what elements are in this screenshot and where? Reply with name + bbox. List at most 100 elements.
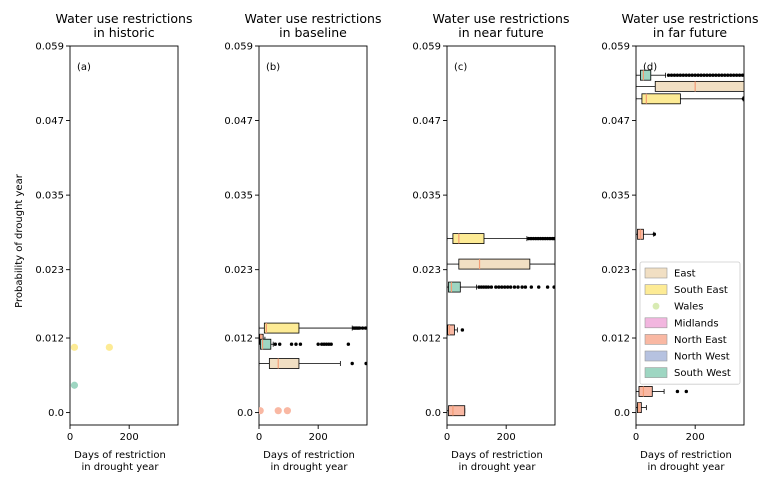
legend-swatch [644,350,668,362]
y-tick-label: 0.035 [412,191,441,202]
plot-frame [258,45,368,426]
box-flier [705,73,709,77]
box-flier [494,285,498,289]
y-tick-label: 0.012 [601,334,630,345]
box-flier [548,236,552,241]
y-tick-label: 0.059 [35,42,64,53]
box-flier [520,285,524,289]
box-flier [502,285,507,289]
x-tick-label: 200 [686,432,705,443]
box-flier [684,73,689,77]
box-flier [531,236,536,241]
box-flier [690,73,694,77]
box-flier [294,342,298,346]
legend-label: North East [674,335,727,346]
legend-swatch [644,267,668,279]
x-axis-label: Days of restriction [451,450,543,461]
box-flier [289,342,294,346]
box-flier [699,73,703,77]
box-flier [364,361,367,366]
box-flier [489,285,494,289]
box-flier [526,236,531,241]
legend-item-north-west: North West [644,350,730,363]
y-tick-label: 0.047 [35,116,64,127]
box-flier [714,73,718,77]
y-tick-label: 0.012 [412,334,441,345]
y-tick-label: 0.047 [601,116,630,127]
box-south-west [259,338,351,350]
box-body [263,322,300,334]
y-tick-label: 0.0 [425,408,441,419]
box-flier [357,326,362,330]
box-flier [720,73,724,77]
x-axis-label: in drought year [270,462,348,473]
box-flier [324,342,329,346]
box-body [448,405,466,417]
legend-label: South West [674,368,731,379]
box-flier [545,285,550,289]
box-flier [534,236,538,241]
box-flier [481,285,486,289]
y-tick-label: 0.023 [412,265,441,276]
box-body [640,69,652,81]
box-south-west [636,69,744,81]
point-south-west [70,381,79,389]
box-flier [675,73,680,77]
plot-frame [446,45,556,426]
x-tick-label: 200 [120,432,139,443]
box-flier [512,285,517,289]
box-flier [552,236,555,241]
legend-swatch [644,334,668,345]
x-tick-label: 200 [497,432,516,443]
point-north-east [274,407,282,415]
box-south-east [447,233,555,245]
box-flier [693,73,697,77]
box-flier [278,342,282,346]
point-south-east [70,343,79,351]
x-axis-label: Days of restriction [74,450,166,461]
box-flier [684,389,689,394]
point-south-east [105,343,113,351]
y-tick-label: 0.059 [224,42,253,53]
box-flier [741,97,744,101]
box-flier [516,285,520,289]
box-south-east [636,93,744,105]
box-flier [298,342,303,346]
box-flier [728,73,733,77]
box-flier [717,73,721,77]
box-flier [737,73,742,77]
panel-title: in far future [653,25,728,40]
box-flier [479,285,484,289]
box-flier [669,73,674,77]
box-flier [726,73,730,77]
box-flier [541,236,545,241]
box-flier [523,285,528,289]
panel-title: Water use restrictions [245,11,382,26]
box-body [448,281,461,293]
box-body [452,233,485,245]
box-flier [652,232,657,236]
box-flier [687,73,691,77]
y-tick-label: 0.0 [237,408,253,419]
panel-title: in historic [93,25,154,40]
y-tick-label: 0.0 [614,408,630,419]
panel-title: Water use restrictions [622,11,759,26]
panel-title: in near future [458,25,544,40]
box-north-east [636,386,689,397]
box-east [259,358,367,369]
panel-title: Water use restrictions [433,11,570,26]
box-flier [360,326,365,330]
legend-item-south-west: South West [644,367,731,379]
box-flier [731,73,736,77]
y-tick-label: 0.023 [224,265,253,276]
box-east [636,80,744,92]
legend-label: East [674,269,696,280]
box-flier [675,389,680,394]
panel-label: (d) [643,62,657,73]
y-tick-label: 0.035 [35,191,64,202]
box-flier [508,285,513,289]
box-north-east [447,405,466,417]
